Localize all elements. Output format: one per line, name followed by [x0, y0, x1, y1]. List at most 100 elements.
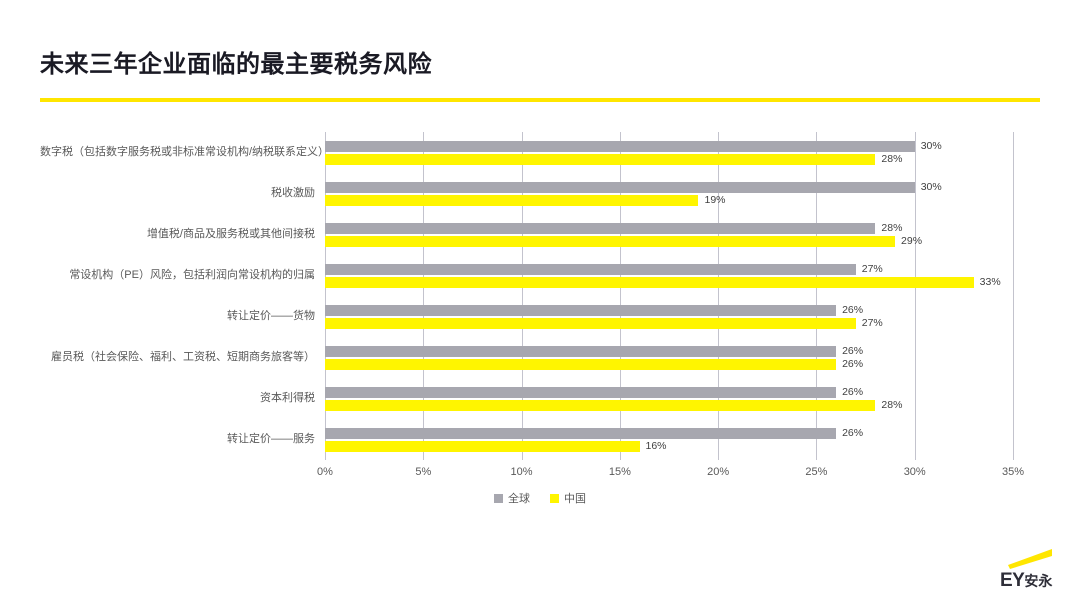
- bar-china: [325, 317, 856, 329]
- gridline: [325, 132, 326, 460]
- x-axis-tick-label: 20%: [707, 466, 730, 478]
- legend-swatch-global: [494, 493, 503, 503]
- gridline: [816, 132, 818, 460]
- value-label-global: 26%: [842, 344, 864, 357]
- bar-holder: 19%: [325, 193, 1013, 206]
- x-axis-tick-label: 15%: [608, 466, 631, 478]
- bar-track: 26% 28%: [325, 385, 1013, 411]
- bar-china: [325, 153, 876, 165]
- category-label: 转让定价——货物: [227, 309, 315, 322]
- legend-item-china: 中国: [550, 490, 586, 506]
- bar-global: [325, 140, 915, 152]
- bar-holder: 28%: [325, 398, 1013, 411]
- bar-holder: 16%: [325, 439, 1013, 452]
- x-axis-tick-label: 35%: [1001, 466, 1025, 478]
- bar-china: [325, 276, 974, 288]
- value-label-global: 28%: [881, 221, 903, 234]
- x-axis-tick-label: 25%: [805, 466, 828, 478]
- bar-holder: 30%: [325, 180, 1013, 193]
- bar-china: [325, 399, 876, 411]
- x-axis-tick-label: 10%: [510, 466, 533, 478]
- value-label-china: 28%: [881, 398, 903, 411]
- bar-global: [325, 345, 837, 357]
- legend-swatch-china: [550, 493, 559, 503]
- category-label: 转让定价——服务: [227, 432, 315, 445]
- category-label: 数字税（包括数字服务税或非标准常设机构/纳税联系定义）: [40, 145, 330, 158]
- bar-holder: 29%: [325, 234, 1013, 247]
- title-underline: [40, 98, 1040, 102]
- plot-area: 数字税（包括数字服务税或非标准常设机构/纳税联系定义） 30% 28% 税收激励 30%…: [40, 132, 1040, 460]
- category-label: 资本利得税: [260, 391, 315, 404]
- bar-holder: 26%: [325, 344, 1013, 357]
- chart-row: 数字税（包括数字服务税或非标准常设机构/纳税联系定义） 30% 28%: [40, 132, 1040, 173]
- value-label-global: 26%: [842, 303, 864, 316]
- bar-global: [325, 427, 837, 439]
- bar-holder: 26%: [325, 426, 1013, 439]
- value-label-china: 29%: [901, 234, 923, 247]
- chart-row: 增值税/商品及服务税或其他间接税 28% 29%: [40, 214, 1040, 255]
- page-title: 未来三年企业面临的最主要税务风险: [40, 51, 432, 78]
- bar-global: [325, 222, 876, 234]
- ey-beam-icon: [1008, 549, 1052, 569]
- ey-logo: EY安永: [1000, 549, 1062, 590]
- gridlines: [325, 132, 1014, 460]
- bar-track: 28% 29%: [325, 221, 1013, 247]
- bar-holder: 28%: [325, 152, 1013, 165]
- gridline: [521, 132, 523, 460]
- category-label: 增值税/商品及服务税或其他间接税: [146, 227, 315, 240]
- value-label-global: 27%: [861, 262, 883, 275]
- bar-holder: 33%: [325, 275, 1013, 288]
- chart-row: 转让定价——货物 26% 27%: [40, 296, 1040, 337]
- value-label-global: 30%: [920, 139, 942, 152]
- value-label-china: 33%: [979, 275, 1001, 288]
- value-label-china: 26%: [842, 357, 864, 370]
- bar-track: 26% 16%: [325, 426, 1013, 452]
- category-label: 常设机构（PE）风险，包括利润向常设机构的归属: [69, 268, 315, 281]
- category-label: 雇员税（社会保险、福利、工资税、短期商务旅客等）: [51, 350, 315, 363]
- chart-row: 雇员税（社会保险、福利、工资税、短期商务旅客等） 26% 26%: [40, 337, 1040, 378]
- legend-item-global: 全球: [494, 490, 530, 506]
- value-label-global: 30%: [920, 180, 942, 193]
- bar-holder: 27%: [325, 262, 1013, 275]
- gridline: [914, 132, 916, 460]
- bar-china: [325, 235, 896, 247]
- bar-track: 30% 19%: [325, 180, 1013, 206]
- value-label-global: 26%: [842, 385, 864, 398]
- bar-global: [325, 263, 856, 275]
- ey-logo-cn: 安永: [1024, 573, 1053, 589]
- bar-holder: 28%: [325, 221, 1013, 234]
- chart-area: 数字税（包括数字服务税或非标准常设机构/纳税联系定义） 30% 28% 税收激励 30%…: [40, 132, 1040, 506]
- legend: 全球 中国: [40, 490, 1040, 506]
- value-label-global: 26%: [842, 426, 864, 439]
- ey-logo-ey: EY: [1000, 570, 1025, 591]
- bar-holder: 26%: [325, 303, 1013, 316]
- bar-track: 26% 26%: [325, 344, 1013, 370]
- gridline: [1013, 132, 1014, 460]
- bar-holder: 27%: [325, 316, 1013, 329]
- bar-global: [325, 304, 837, 316]
- x-axis: 0% 5% 10% 15% 20% 25% 30% 35%: [317, 466, 1024, 481]
- value-label-china: 27%: [861, 316, 883, 329]
- gridline: [718, 132, 720, 460]
- x-axis-tick-label: 5%: [415, 466, 432, 478]
- gridline: [619, 132, 621, 460]
- bar-holder: 30%: [325, 139, 1013, 152]
- bar-china: [325, 358, 837, 370]
- bar-china: [325, 440, 640, 452]
- bar-track: 27% 33%: [325, 262, 1013, 288]
- bar-holder: 26%: [325, 385, 1013, 398]
- value-label-china: 19%: [704, 193, 726, 206]
- value-label-china: 16%: [645, 439, 667, 452]
- chart-row: 税收激励 30% 19%: [40, 173, 1040, 214]
- bar-holder: 26%: [325, 357, 1013, 370]
- value-label-china: 28%: [881, 152, 903, 165]
- legend-label-global: 全球: [508, 493, 530, 505]
- bar-china: [325, 194, 699, 206]
- gridline: [423, 132, 425, 460]
- chart-row: 常设机构（PE）风险，包括利润向常设机构的归属 27% 33%: [40, 255, 1040, 296]
- bar-global: [325, 386, 837, 398]
- x-axis-tick-label: 30%: [903, 466, 926, 478]
- ey-logo-text: EY安永: [1000, 571, 1052, 590]
- chart-row: 转让定价——服务 26% 16%: [40, 419, 1040, 460]
